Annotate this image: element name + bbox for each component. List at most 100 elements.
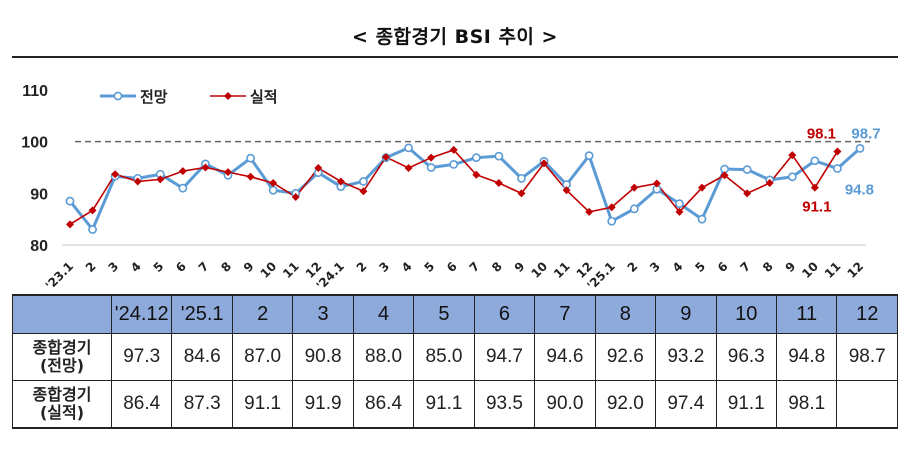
actual-point <box>224 168 232 177</box>
data-annotation: 91.1 <box>802 199 831 216</box>
forecast-point <box>675 199 684 209</box>
actual-point <box>269 179 278 187</box>
data-annotation: 98.1 <box>807 125 836 142</box>
actual-point <box>427 153 436 162</box>
x-tick-label: 10 <box>799 259 821 281</box>
table-cell: 90.8 <box>292 333 354 381</box>
forecast-point <box>178 183 188 193</box>
table-row: 종합경기 (전망) 97.3 84.6 87.0 90.8 88.0 85.0 94.7 94.… <box>12 333 898 381</box>
actual-point <box>178 167 187 176</box>
x-tick-label: 6 <box>715 259 731 275</box>
table-cell: 86.4 <box>352 380 415 429</box>
bsi-data-table: '24.12'25.1 2 3 4 5 6 7 8 9 10 11 12 종합경기 (전망) 97.3 8… <box>12 294 898 429</box>
table-cell: 97.4 <box>655 380 717 429</box>
actual-point <box>66 220 74 229</box>
forecast-point <box>833 164 842 173</box>
actual-point <box>404 164 413 173</box>
table-cell: 85.0 <box>413 333 475 381</box>
x-tick-label: 3 <box>647 259 663 275</box>
actual-point <box>585 207 594 216</box>
data-annotation: 94.8 <box>845 182 874 199</box>
forecast-point <box>65 196 75 206</box>
x-tick-label: 7 <box>737 259 753 275</box>
actual-point <box>382 153 390 162</box>
table-header-cell: 8 <box>594 294 657 334</box>
x-tick-label: 4 <box>399 259 415 275</box>
x-tick-label: 6 <box>173 259 189 275</box>
actual-point <box>743 189 752 198</box>
x-tick-label: 3 <box>376 259 392 275</box>
table-header-cell: '25.1 <box>171 294 233 334</box>
table-cell: 92.0 <box>594 380 657 429</box>
table-cell: 91.1 <box>413 380 475 429</box>
table-header-row: '24.12'25.1 2 3 4 5 6 7 8 9 10 11 12 <box>12 294 898 334</box>
table-row-label: 종합경기 (전망) <box>12 333 112 381</box>
actual-point <box>494 179 503 187</box>
actual-point <box>201 163 210 172</box>
actual-point <box>314 164 323 173</box>
forecast-point <box>742 165 752 174</box>
actual-point <box>472 170 481 179</box>
x-tick-label: 7 <box>467 259 483 275</box>
actual-point <box>788 151 797 160</box>
actual-point <box>630 183 639 192</box>
table-row-label: 종합경기 (실적) <box>12 380 112 429</box>
table-cell: 87.0 <box>231 333 294 381</box>
x-tick-label: 6 <box>444 259 460 275</box>
actual-point <box>540 159 548 168</box>
table-body: 종합경기 (전망) 97.3 84.6 87.0 90.8 88.0 85.0 94.7 94.… <box>12 333 898 429</box>
table-cell: 86.4 <box>110 380 173 429</box>
table-header-cell: 11 <box>775 294 838 334</box>
legend-actual-marker <box>224 92 232 100</box>
legend: 전망 실적 <box>100 88 278 106</box>
table-header-cell: 2 <box>231 294 294 334</box>
legend-label: 전망 <box>140 88 168 106</box>
forecast-point <box>426 163 436 172</box>
x-tick-label: 9 <box>512 259 528 275</box>
table-cell: 87.3 <box>171 380 233 429</box>
table-header-cell: 7 <box>534 294 596 334</box>
y-tick-label: 110 <box>22 83 48 100</box>
x-tick-label: 3 <box>105 259 121 275</box>
x-tick-label: 2 <box>625 259 641 275</box>
forecast-point <box>404 143 413 153</box>
series-layer <box>65 143 865 234</box>
x-tick-label: 10 <box>258 259 280 281</box>
x-tick-label: 8 <box>218 259 234 275</box>
forecast-point <box>810 156 820 166</box>
actual-point <box>833 147 842 156</box>
data-annotation: 98.7 <box>851 125 880 142</box>
forecast-point <box>584 151 594 161</box>
actual-point <box>111 170 120 179</box>
table-cell: 96.3 <box>715 333 777 381</box>
x-tick-label: 4 <box>128 259 144 275</box>
forecast-point <box>787 172 797 182</box>
forecast-point <box>449 160 459 169</box>
actual-point <box>88 206 97 215</box>
table-cell: 93.5 <box>473 380 536 429</box>
forecast-point <box>855 143 865 153</box>
table-header-corner <box>12 294 112 334</box>
actual-point <box>765 179 774 187</box>
actual-point <box>698 183 706 192</box>
table-header-cell: 5 <box>413 294 475 334</box>
x-axis: '23.1 2 3 4 5 6 7 8 9 10 11 12'24.1 2 3 4 5 6 7 8 9 10 11 12'2… <box>43 244 866 292</box>
forecast-point <box>494 151 504 161</box>
table-cell: 91.1 <box>231 380 294 429</box>
title-underline <box>12 56 898 58</box>
x-tick-label: 8 <box>760 259 776 275</box>
table-header-cell: 4 <box>352 294 415 334</box>
table-cell: 93.2 <box>655 333 717 381</box>
x-tick-label: '23.1 <box>43 259 76 292</box>
forecast-point <box>629 204 639 214</box>
actual-point <box>449 145 458 154</box>
forecast-point <box>697 214 707 224</box>
x-tick-label: 10 <box>528 259 550 281</box>
table-header-cell: 3 <box>292 294 354 334</box>
actual-point <box>156 175 165 184</box>
actual-point <box>517 189 526 198</box>
forecast-point <box>88 225 97 234</box>
table-cell: 98.1 <box>775 380 838 429</box>
table-header-cell: 12 <box>836 294 898 334</box>
x-tick-label: 5 <box>421 259 437 275</box>
